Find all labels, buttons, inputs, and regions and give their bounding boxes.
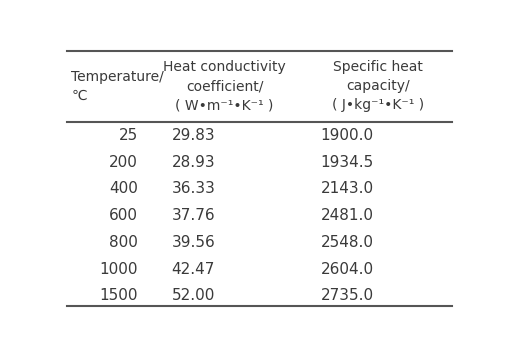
Text: 1500: 1500 xyxy=(99,288,138,303)
Text: 2735.0: 2735.0 xyxy=(321,288,374,303)
Text: 800: 800 xyxy=(109,235,138,250)
Text: 200: 200 xyxy=(109,155,138,170)
Text: 28.93: 28.93 xyxy=(171,155,215,170)
Text: 25: 25 xyxy=(119,128,138,143)
Text: 2548.0: 2548.0 xyxy=(321,235,374,250)
Text: 42.47: 42.47 xyxy=(171,262,215,277)
Text: 600: 600 xyxy=(109,208,138,223)
Text: 1000: 1000 xyxy=(99,262,138,277)
Text: 39.56: 39.56 xyxy=(171,235,215,250)
Text: Heat conductivity
coefficient/
( W•m⁻¹•K⁻¹ ): Heat conductivity coefficient/ ( W•m⁻¹•K… xyxy=(163,60,286,112)
Text: 52.00: 52.00 xyxy=(171,288,215,303)
Text: Temperature/
℃: Temperature/ ℃ xyxy=(71,70,164,103)
Text: 2143.0: 2143.0 xyxy=(321,182,374,197)
Text: 1900.0: 1900.0 xyxy=(321,128,374,143)
Text: 29.83: 29.83 xyxy=(171,128,215,143)
Text: Specific heat
capacity/
( J•kg⁻¹•K⁻¹ ): Specific heat capacity/ ( J•kg⁻¹•K⁻¹ ) xyxy=(332,60,424,112)
Text: 2481.0: 2481.0 xyxy=(321,208,374,223)
Text: 400: 400 xyxy=(109,182,138,197)
Text: 36.33: 36.33 xyxy=(171,182,215,197)
Text: 37.76: 37.76 xyxy=(171,208,215,223)
Text: 1934.5: 1934.5 xyxy=(321,155,374,170)
Text: 2604.0: 2604.0 xyxy=(321,262,374,277)
